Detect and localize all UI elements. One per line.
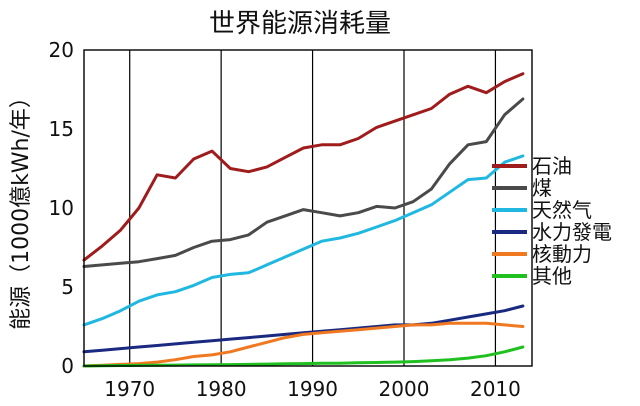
x-tick-label: 2000	[379, 377, 430, 401]
plot-frame	[83, 49, 533, 367]
series-line-1	[82, 97, 525, 268]
legend-label-2: 天然气	[532, 198, 592, 222]
series-line-4	[82, 321, 525, 368]
grid	[129, 50, 497, 366]
x-tick-label: 1980	[196, 377, 247, 401]
y-tick-label: 10	[49, 196, 74, 220]
y-tick-label: 20	[49, 38, 74, 62]
legend-label-5: 其他	[532, 264, 572, 288]
legend-label-3: 水力發電	[532, 220, 612, 244]
x-tick-label: 1970	[104, 377, 155, 401]
series-lines	[82, 72, 525, 368]
y-tick-label: 5	[61, 275, 74, 299]
legend-label-0: 石油	[532, 154, 572, 178]
legend-label-1: 煤	[532, 176, 552, 200]
series-line-2	[82, 154, 525, 327]
series-line-0	[82, 72, 525, 262]
x-tick-label: 1990	[287, 377, 338, 401]
chart-title: 世界能源消耗量	[209, 9, 391, 39]
x-tick-label: 2010	[470, 377, 521, 401]
series-line-5	[82, 345, 525, 368]
x-tick-labels: 1970 1980 1990 2000 2010	[104, 377, 521, 401]
y-tick-label: 15	[49, 117, 74, 141]
series-line-3	[82, 304, 525, 354]
legend-label-4: 核動力	[532, 242, 592, 266]
y-axis-title: 能源（1000億kWh/年）	[9, 86, 34, 330]
y-tick-label: 0	[61, 354, 74, 378]
y-tick-labels: 0 5 10 15 20	[49, 38, 74, 378]
